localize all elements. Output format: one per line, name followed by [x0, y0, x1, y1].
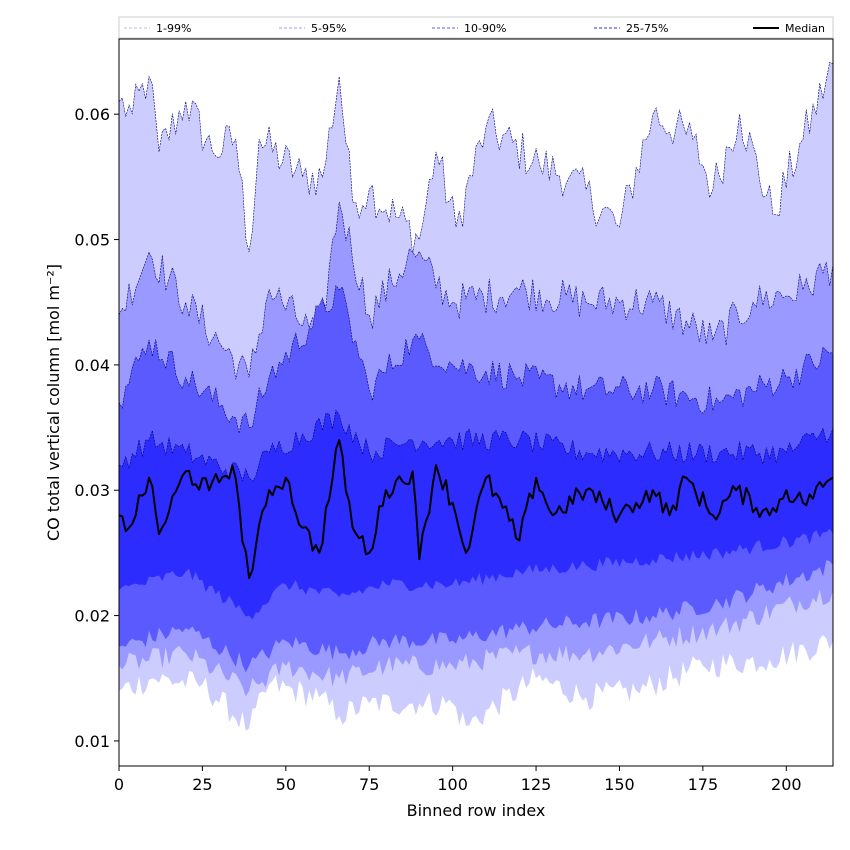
y-axis-label: CO total vertical column [mol m⁻²]: [44, 264, 63, 541]
legend-label: Median: [785, 22, 825, 35]
y-axis: 0.01 0.02 0.03 0.04 0.05 0.06: [74, 105, 119, 751]
legend-box: [118, 16, 834, 39]
median-line: [118, 439, 834, 579]
plot-area: [118, 61, 834, 731]
y-tick-label: 0.03: [74, 481, 110, 500]
y-tick-label: 0.02: [74, 607, 110, 626]
legend-label: 1-99%: [156, 22, 191, 35]
x-axis: 0 25 50 75 100 125 150 175 200: [114, 766, 802, 794]
x-tick-label: 100: [437, 775, 468, 794]
x-tick-label: 125: [521, 775, 552, 794]
x-tick-label: 0: [114, 775, 124, 794]
band-1-99-upper-edge: [118, 61, 834, 255]
plot-frame: [118, 38, 834, 767]
legend: 1-99% 5-95% 10-90% 25-75% Median: [118, 16, 834, 39]
x-axis-label: Binned row index: [407, 801, 546, 820]
band-5-95-upper-edge: [118, 201, 834, 380]
legend-label: 25-75%: [626, 22, 668, 35]
y-tick-label: 0.06: [74, 105, 110, 124]
x-tick-label: 200: [771, 775, 802, 794]
x-tick-label: 175: [688, 775, 719, 794]
x-tick-label: 75: [359, 775, 379, 794]
y-tick-label: 0.05: [74, 231, 110, 250]
x-tick-label: 150: [604, 775, 635, 794]
y-tick-label: 0.04: [74, 356, 110, 375]
x-tick-label: 25: [192, 775, 212, 794]
band-10-90-upper-edge: [118, 284, 834, 434]
y-tick-label: 0.01: [74, 732, 110, 751]
x-tick-label: 50: [276, 775, 296, 794]
legend-label: 10-90%: [464, 22, 506, 35]
legend-label: 5-95%: [311, 22, 346, 35]
